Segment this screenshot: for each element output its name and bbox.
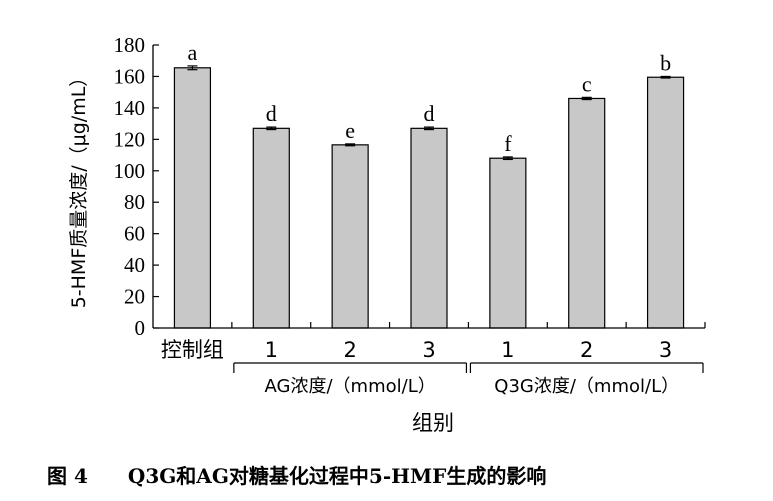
figure-number: 图 4	[47, 464, 88, 488]
figure-caption-text: Q3G和AG对糖基化过程中5-HMF生成的影响	[128, 464, 546, 488]
figure-caption: 图 4 Q3G和AG对糖基化过程中5-HMF生成的影响	[47, 464, 546, 488]
group-label: Q3G浓度/（mmol/L）	[494, 376, 679, 397]
significance-label: c	[582, 71, 592, 96]
significance-label: f	[504, 131, 512, 156]
x-category-label: 2	[580, 338, 593, 362]
x-category-label: 2	[343, 338, 356, 362]
y-axis: 0 20 40 60 80 100 120 140 160 180	[114, 33, 159, 340]
x-category-label: 1	[501, 338, 514, 362]
x-category-label: 控制组	[161, 338, 224, 362]
y-tick-label: 160	[114, 64, 146, 88]
bar	[568, 97, 606, 329]
x-category-label: 3	[422, 338, 435, 362]
y-tick-label: 180	[114, 33, 146, 57]
y-tick-label: 20	[124, 285, 145, 309]
significance-label: b	[660, 50, 671, 75]
bar	[410, 127, 448, 329]
bar	[331, 144, 369, 329]
x-category-label: 1	[265, 338, 278, 362]
significance-label: d	[424, 101, 435, 126]
group-label: AG浓度/（mmol/L）	[265, 376, 436, 397]
significance-label: d	[266, 101, 277, 126]
x-category-label: 3	[659, 338, 672, 362]
y-tick-label: 120	[114, 127, 146, 151]
bars-layer: a d e d f c b	[173, 40, 685, 329]
x-axis: 控制组 1 2 3 1 2 3 AG浓度/（mmol/L） Q3G浓度/（mmol/L）	[153, 322, 706, 397]
y-tick-label: 60	[124, 222, 145, 246]
bar	[489, 157, 527, 329]
y-tick-label: 100	[114, 159, 146, 183]
y-tick-label: 80	[124, 190, 145, 214]
significance-label: e	[345, 118, 355, 143]
y-tick-label: 40	[124, 253, 145, 277]
y-tick-label: 0	[135, 316, 146, 340]
y-tick-label: 140	[114, 96, 146, 120]
bar	[646, 76, 685, 329]
y-axis-label: 5-HMF质量浓度/（μg/mL）	[68, 68, 90, 309]
bar	[173, 67, 212, 329]
x-axis-label: 组别	[412, 411, 454, 435]
significance-label: a	[188, 40, 198, 65]
bar	[252, 127, 290, 329]
